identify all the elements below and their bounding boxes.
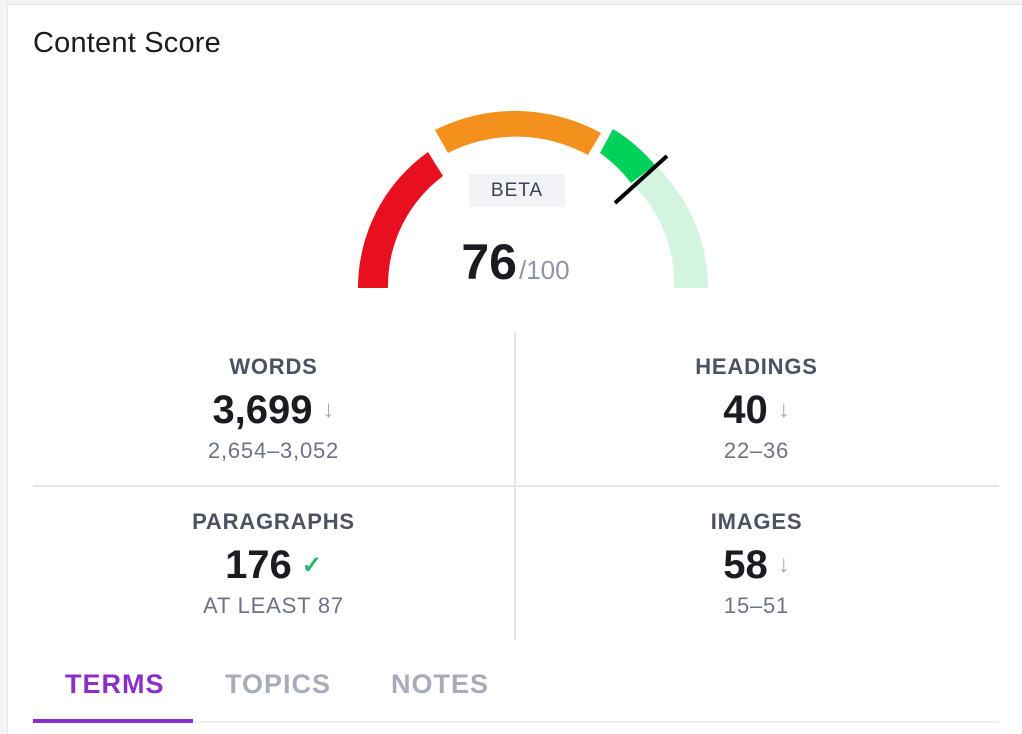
- gauge-segment-light-green: [631, 165, 708, 288]
- gauge-segment-red: [358, 152, 443, 288]
- gauge-needle: [613, 154, 669, 205]
- stat-value: 58: [723, 542, 768, 587]
- score-value: 76: [461, 234, 517, 290]
- tab-bar: TERMS TOPICS NOTES: [33, 645, 999, 725]
- stat-value: 40: [723, 387, 768, 432]
- stat-paragraphs: PARAGRAPHS 176 ✓ AT LEAST 87: [33, 487, 514, 619]
- tab-bar-baseline: [33, 721, 999, 723]
- check-icon: ✓: [301, 551, 322, 579]
- stat-label: IMAGES: [710, 509, 803, 534]
- arrow-down-icon: ↓: [322, 396, 335, 423]
- stat-images: IMAGES 58 ↓ 15–51: [516, 487, 997, 619]
- beta-badge: BETA: [469, 174, 565, 207]
- content-score-gauge: [358, 110, 708, 288]
- gauge-segment-green: [600, 129, 655, 183]
- tab-notes[interactable]: NOTES: [391, 669, 490, 699]
- stat-range: AT LEAST 87: [203, 593, 344, 618]
- stat-label: HEADINGS: [695, 354, 818, 379]
- stat-label: WORDS: [229, 354, 318, 379]
- score-max: /100: [519, 255, 570, 285]
- stat-headings: HEADINGS 40 ↓ 22–36: [516, 332, 997, 464]
- tab-topics[interactable]: TOPICS: [225, 669, 332, 699]
- stat-value: 3,699: [212, 387, 313, 432]
- arrow-down-icon: ↓: [777, 396, 790, 423]
- stats-horizontal-divider: [33, 485, 999, 487]
- content-score-panel: Content Score BETA 76/100 WORDS 3,699 ↓ …: [7, 4, 1022, 734]
- stat-label: PARAGRAPHS: [192, 509, 355, 534]
- active-tab-indicator: [33, 719, 193, 723]
- tab-terms[interactable]: TERMS: [65, 669, 165, 699]
- panel-title: Content Score: [33, 27, 221, 59]
- stats-grid: WORDS 3,699 ↓ 2,654–3,052 HEADINGS 40 ↓ …: [33, 332, 999, 640]
- stat-range: 15–51: [723, 593, 790, 618]
- stat-value: 176: [225, 542, 292, 587]
- gauge-segment-orange: [435, 110, 601, 155]
- stat-range: 22–36: [723, 438, 790, 463]
- stat-range: 2,654–3,052: [207, 438, 340, 463]
- arrow-down-icon: ↓: [777, 551, 790, 578]
- stat-words: WORDS 3,699 ↓ 2,654–3,052: [33, 332, 514, 464]
- score-readout: 76/100: [8, 233, 1022, 291]
